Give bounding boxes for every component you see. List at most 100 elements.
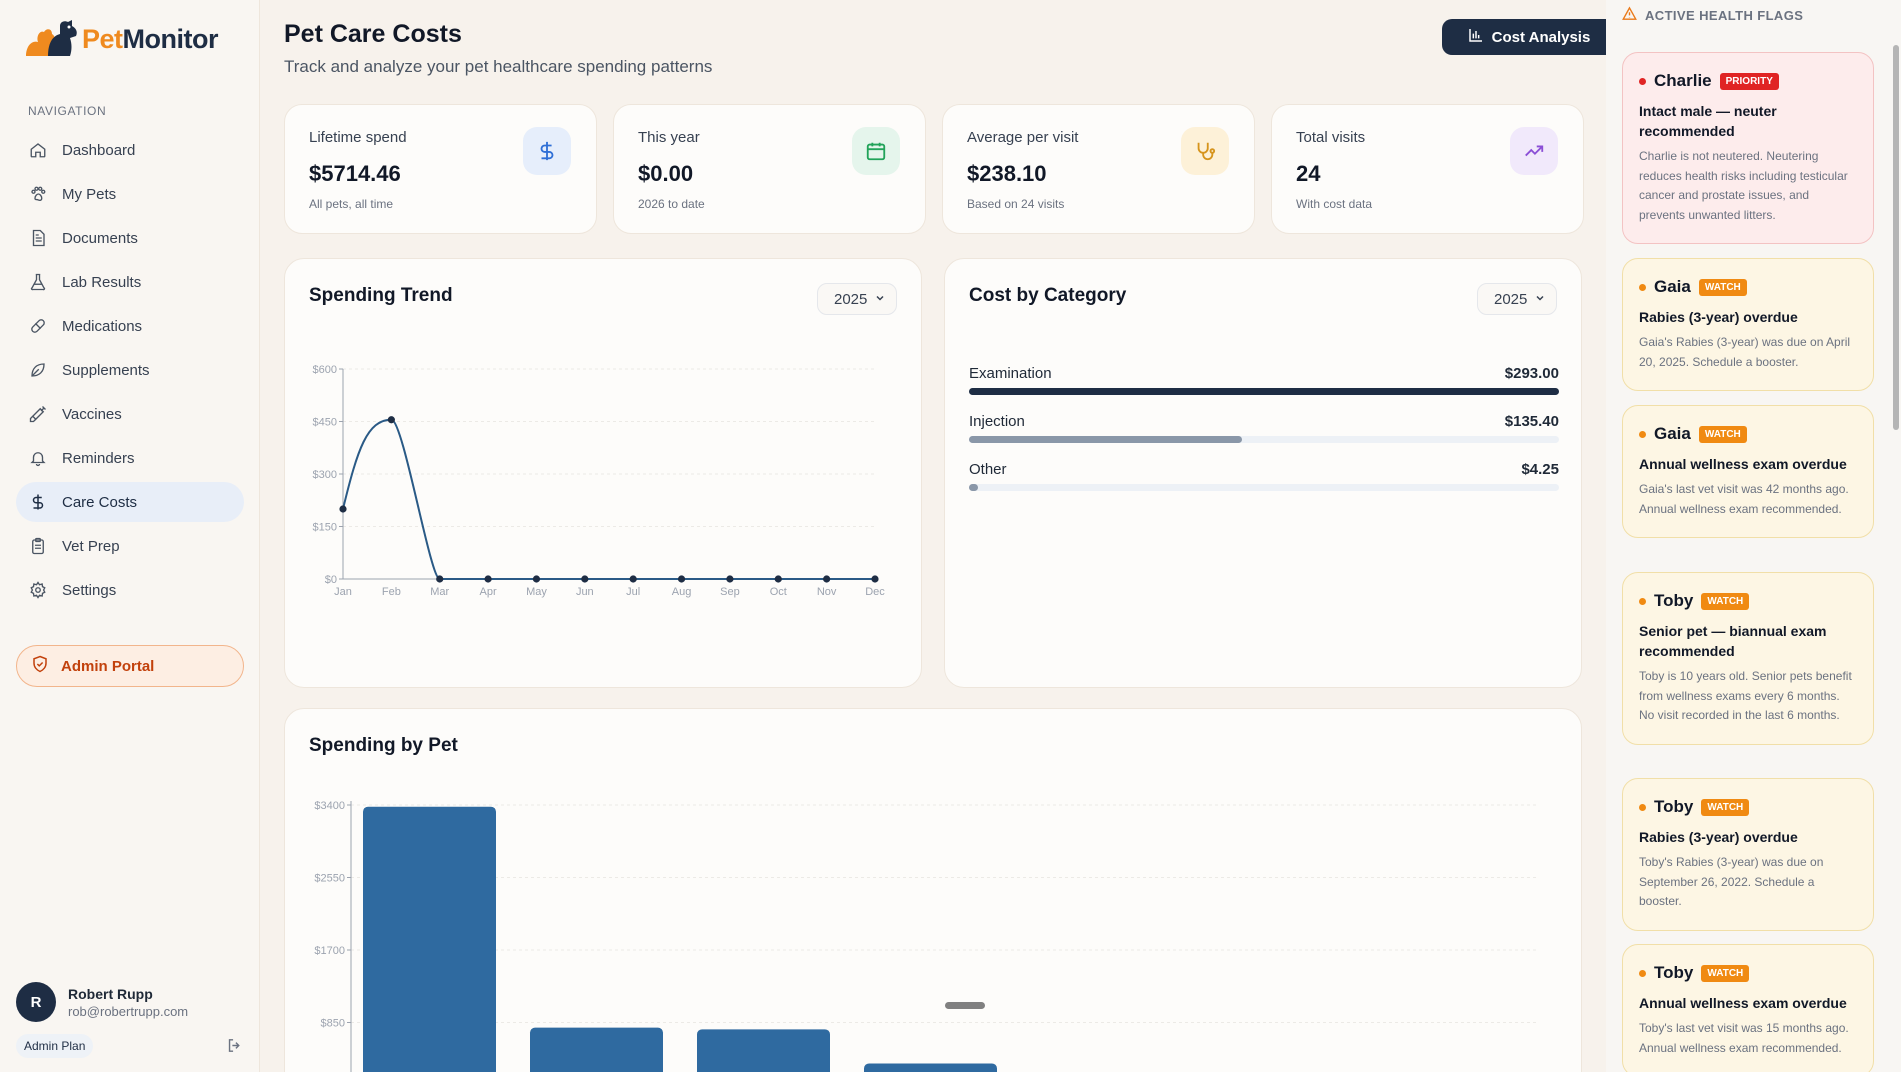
stats-row: Lifetime spend $5714.46 All pets, all ti… (284, 104, 1584, 234)
spending-trend-card: Spending Trend 2025 $0 $150 $300 $450 $600 Ja… (284, 258, 922, 688)
sidebar-item-my-pets[interactable]: My Pets (16, 174, 244, 214)
flag-title: Rabies (3-year) overdue (1639, 309, 1798, 325)
warning-icon (1622, 6, 1637, 24)
watch-badge: WATCH (1701, 798, 1750, 816)
leaf-icon (28, 360, 48, 380)
y-tick-label: $3400 (314, 800, 345, 812)
trend-year-select[interactable]: 2025 (817, 283, 897, 315)
trend-point (871, 575, 879, 583)
x-tick-label: Mar (430, 586, 449, 598)
category-bar-track (969, 436, 1559, 443)
watch-badge: WATCH (1701, 592, 1750, 610)
trend-point (726, 575, 734, 583)
trend-point (677, 575, 686, 583)
flag-title: Annual wellness exam overdue (1639, 995, 1847, 1011)
cost-analysis-button[interactable]: Cost Analysis (1442, 19, 1616, 55)
category-bar-track (969, 484, 1559, 491)
flag-description: Gaia's Rabies (3-year) was due on April … (1639, 335, 1851, 369)
category-bar-fill (969, 436, 1242, 443)
spending-trend-chart: $0 $150 $300 $450 $600 Jan Feb Mar Apr May Jun Jul A… (313, 364, 886, 598)
sidebar-item-lab-results[interactable]: Lab Results (16, 262, 244, 302)
x-tick-label: Sep (720, 586, 740, 598)
stat-value: $5714.46 (309, 161, 401, 186)
trend-point (629, 575, 637, 583)
watch-dot-icon (1639, 430, 1646, 438)
sidebar-item-label: Reminders (62, 449, 135, 467)
flag-description: Toby's last vet visit was 15 months ago.… (1639, 1021, 1849, 1055)
watch-badge: WATCH (1698, 278, 1747, 296)
sidebar-item-label: Lab Results (62, 273, 142, 291)
sidebar-item-supplements[interactable]: Supplements (16, 350, 244, 390)
watch-dot-icon (1639, 283, 1646, 291)
x-tick-label: Jun (576, 586, 594, 598)
watch-dot-icon (1639, 969, 1646, 977)
priority-badge: PRIORITY (1719, 72, 1779, 90)
flag-description: Toby is 10 years old. Senior pets benefi… (1639, 669, 1852, 722)
admin-portal-button[interactable]: Admin Portal (16, 645, 244, 687)
logout-icon[interactable] (226, 1037, 243, 1059)
stat-card-this-year: This year $0.00 2026 to date (613, 104, 926, 234)
trend-point (581, 575, 589, 583)
flag-card[interactable]: Gaia WATCH Rabies (3-year) overdue Gaia's… (1622, 258, 1874, 391)
y-tick-label: $150 (313, 522, 337, 534)
watch-dot-icon (1639, 803, 1646, 811)
sidebar-item-label: Medications (62, 317, 143, 335)
sidebar-item-vaccines[interactable]: Vaccines (16, 394, 244, 434)
user-name: Robert Rupp (68, 985, 153, 1002)
category-bar-fill (969, 484, 978, 491)
flags-scrollbar[interactable] (1893, 45, 1899, 430)
chevron-down-icon (1534, 291, 1546, 308)
trend-year-value: 2025 (834, 290, 868, 308)
sidebar-item-label: Vet Prep (62, 537, 120, 555)
spending-by-pet-title: Spending by Pet (309, 735, 458, 756)
flask-icon (28, 272, 48, 292)
spending-by-pet-card: Spending by Pet $850 $1700 $2550 $3400 (284, 708, 1582, 1072)
sidebar-item-reminders[interactable]: Reminders (16, 438, 244, 478)
flag-description: Charlie is not neutered. Neutering reduc… (1639, 149, 1848, 222)
category-year-select[interactable]: 2025 (1477, 283, 1557, 315)
trend-point (532, 575, 541, 583)
dog-cat-logo-icon (26, 20, 77, 56)
user-profile[interactable]: R Robert Rupp rob@robertrupp.com (16, 982, 188, 1022)
x-tick-label: Aug (672, 586, 692, 598)
flag-pet-name: Gaia (1654, 424, 1691, 443)
pet-spend-bar (363, 806, 496, 1072)
sidebar-item-label: Vaccines (62, 405, 122, 423)
y-tick-label: $0 (325, 574, 337, 586)
stat-subtext: With cost data (1296, 197, 1373, 211)
flag-pet-name: Toby (1654, 797, 1694, 816)
brand-name: PetMonitor (82, 23, 219, 54)
x-tick-label: Feb (382, 586, 401, 598)
spending-by-pet-chart: $850 $1700 $2550 $3400 (314, 800, 1539, 1072)
category-label: Injection (969, 413, 1025, 430)
plan-badge: Admin Plan (16, 1034, 94, 1058)
sidebar-item-settings[interactable]: Settings (16, 570, 244, 610)
dollar-icon (28, 492, 48, 512)
flag-card[interactable]: Toby WATCH Rabies (3-year) overdue Toby's… (1622, 778, 1874, 931)
sidebar-item-label: My Pets (62, 185, 117, 203)
flag-pet-name: Toby (1654, 963, 1694, 982)
flag-card[interactable]: Charlie PRIORITY Intact male — neuter rec… (1622, 52, 1874, 244)
y-tick-label: $450 (313, 417, 337, 429)
stat-value: $0.00 (638, 161, 694, 186)
x-tick-label: Jan (334, 586, 352, 598)
sidebar-item-medications[interactable]: Medications (16, 306, 244, 346)
sidebar-item-vet-prep[interactable]: Vet Prep (16, 526, 244, 566)
flag-card[interactable]: Toby WATCH Annual wellness exam overdue T… (1622, 944, 1874, 1072)
sidebar-item-dashboard[interactable]: Dashboard (16, 130, 244, 170)
page-subtitle: Track and analyze your pet healthcare sp… (284, 57, 713, 76)
flag-card[interactable]: Toby WATCH Senior pet — biannual exam rec… (1622, 572, 1874, 745)
x-tick-label: Apr (480, 586, 497, 598)
logo[interactable]: PetMonitor (22, 16, 219, 62)
x-tick-label: Nov (817, 586, 837, 598)
dollar-icon (523, 127, 571, 175)
document-icon (28, 228, 48, 248)
admin-portal-label: Admin Portal (61, 657, 155, 675)
sidebar-item-documents[interactable]: Documents (16, 218, 244, 258)
flag-description: Gaia's last vet visit was 42 months ago.… (1639, 482, 1849, 516)
y-tick-label: $1700 (314, 945, 345, 957)
trend-point (339, 505, 347, 513)
sidebar-item-care-costs[interactable]: Care Costs (16, 482, 244, 522)
flag-card[interactable]: Gaia WATCH Annual wellness exam overdue G… (1622, 405, 1874, 538)
x-tick-label: Jul (626, 586, 640, 598)
